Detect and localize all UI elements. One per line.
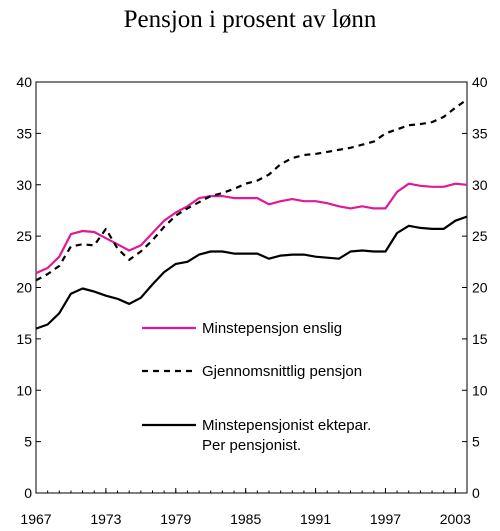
y-tick-label-left: 5	[24, 434, 32, 450]
series-line-2	[35, 98, 468, 282]
chart-title: Pensjon i prosent av lønn	[123, 6, 377, 33]
y-tick-label-right: 35	[472, 125, 488, 141]
right-y-axis: 0 5 10 15 20 25 30 35 40	[462, 74, 488, 501]
series-lines	[35, 98, 468, 330]
y-tick-label-right: 30	[472, 177, 488, 193]
left-y-axis: 0 5 10 15 20 25 30 35 40	[16, 74, 41, 501]
y-tick-label-right: 10	[472, 382, 488, 398]
legend-label-1: Minstepensjon enslig	[202, 320, 342, 337]
y-tick-label-left: 30	[16, 177, 32, 193]
x-tick-label: 1979	[160, 511, 191, 527]
x-tick-label: 2003	[440, 511, 471, 527]
series-line-3	[35, 215, 468, 330]
x-axis: 1967 1973 1979 1985 1991 1997 2003	[20, 488, 471, 527]
legend-label-line: Minstepensjonist ektepar.	[202, 417, 371, 434]
y-tick-label-right: 0	[472, 485, 480, 501]
y-tick-label-right: 15	[472, 331, 488, 347]
x-tick-label: 1973	[90, 511, 121, 527]
y-tick-label-left: 10	[16, 382, 32, 398]
x-tick-label: 1985	[230, 511, 261, 527]
y-tick-label-left: 0	[24, 485, 32, 501]
y-tick-label-right: 20	[472, 280, 488, 296]
legend-label-line: Per pensjonist.	[202, 437, 301, 454]
y-tick-label-left: 40	[16, 74, 32, 90]
y-tick-label-right: 25	[472, 228, 488, 244]
legend-label-3: Minstepensjonist ektepar. Per pensjonist.	[202, 417, 371, 454]
legend-label-2: Gjennomsnittlig pensjon	[202, 363, 362, 380]
y-tick-label-left: 20	[16, 280, 32, 296]
legend: Minstepensjon enslig Gjennomsnittlig pens…	[142, 320, 371, 454]
y-tick-label-left: 15	[16, 331, 32, 347]
x-tick-label: 1997	[370, 511, 401, 527]
y-tick-label-right: 5	[472, 434, 480, 450]
y-tick-label-right: 40	[472, 74, 488, 90]
x-tick-label: 1967	[20, 511, 51, 527]
y-tick-label-left: 35	[16, 125, 32, 141]
y-tick-label-left: 25	[16, 228, 32, 244]
x-tick-label: 1991	[300, 511, 331, 527]
series-line-1	[35, 182, 468, 275]
